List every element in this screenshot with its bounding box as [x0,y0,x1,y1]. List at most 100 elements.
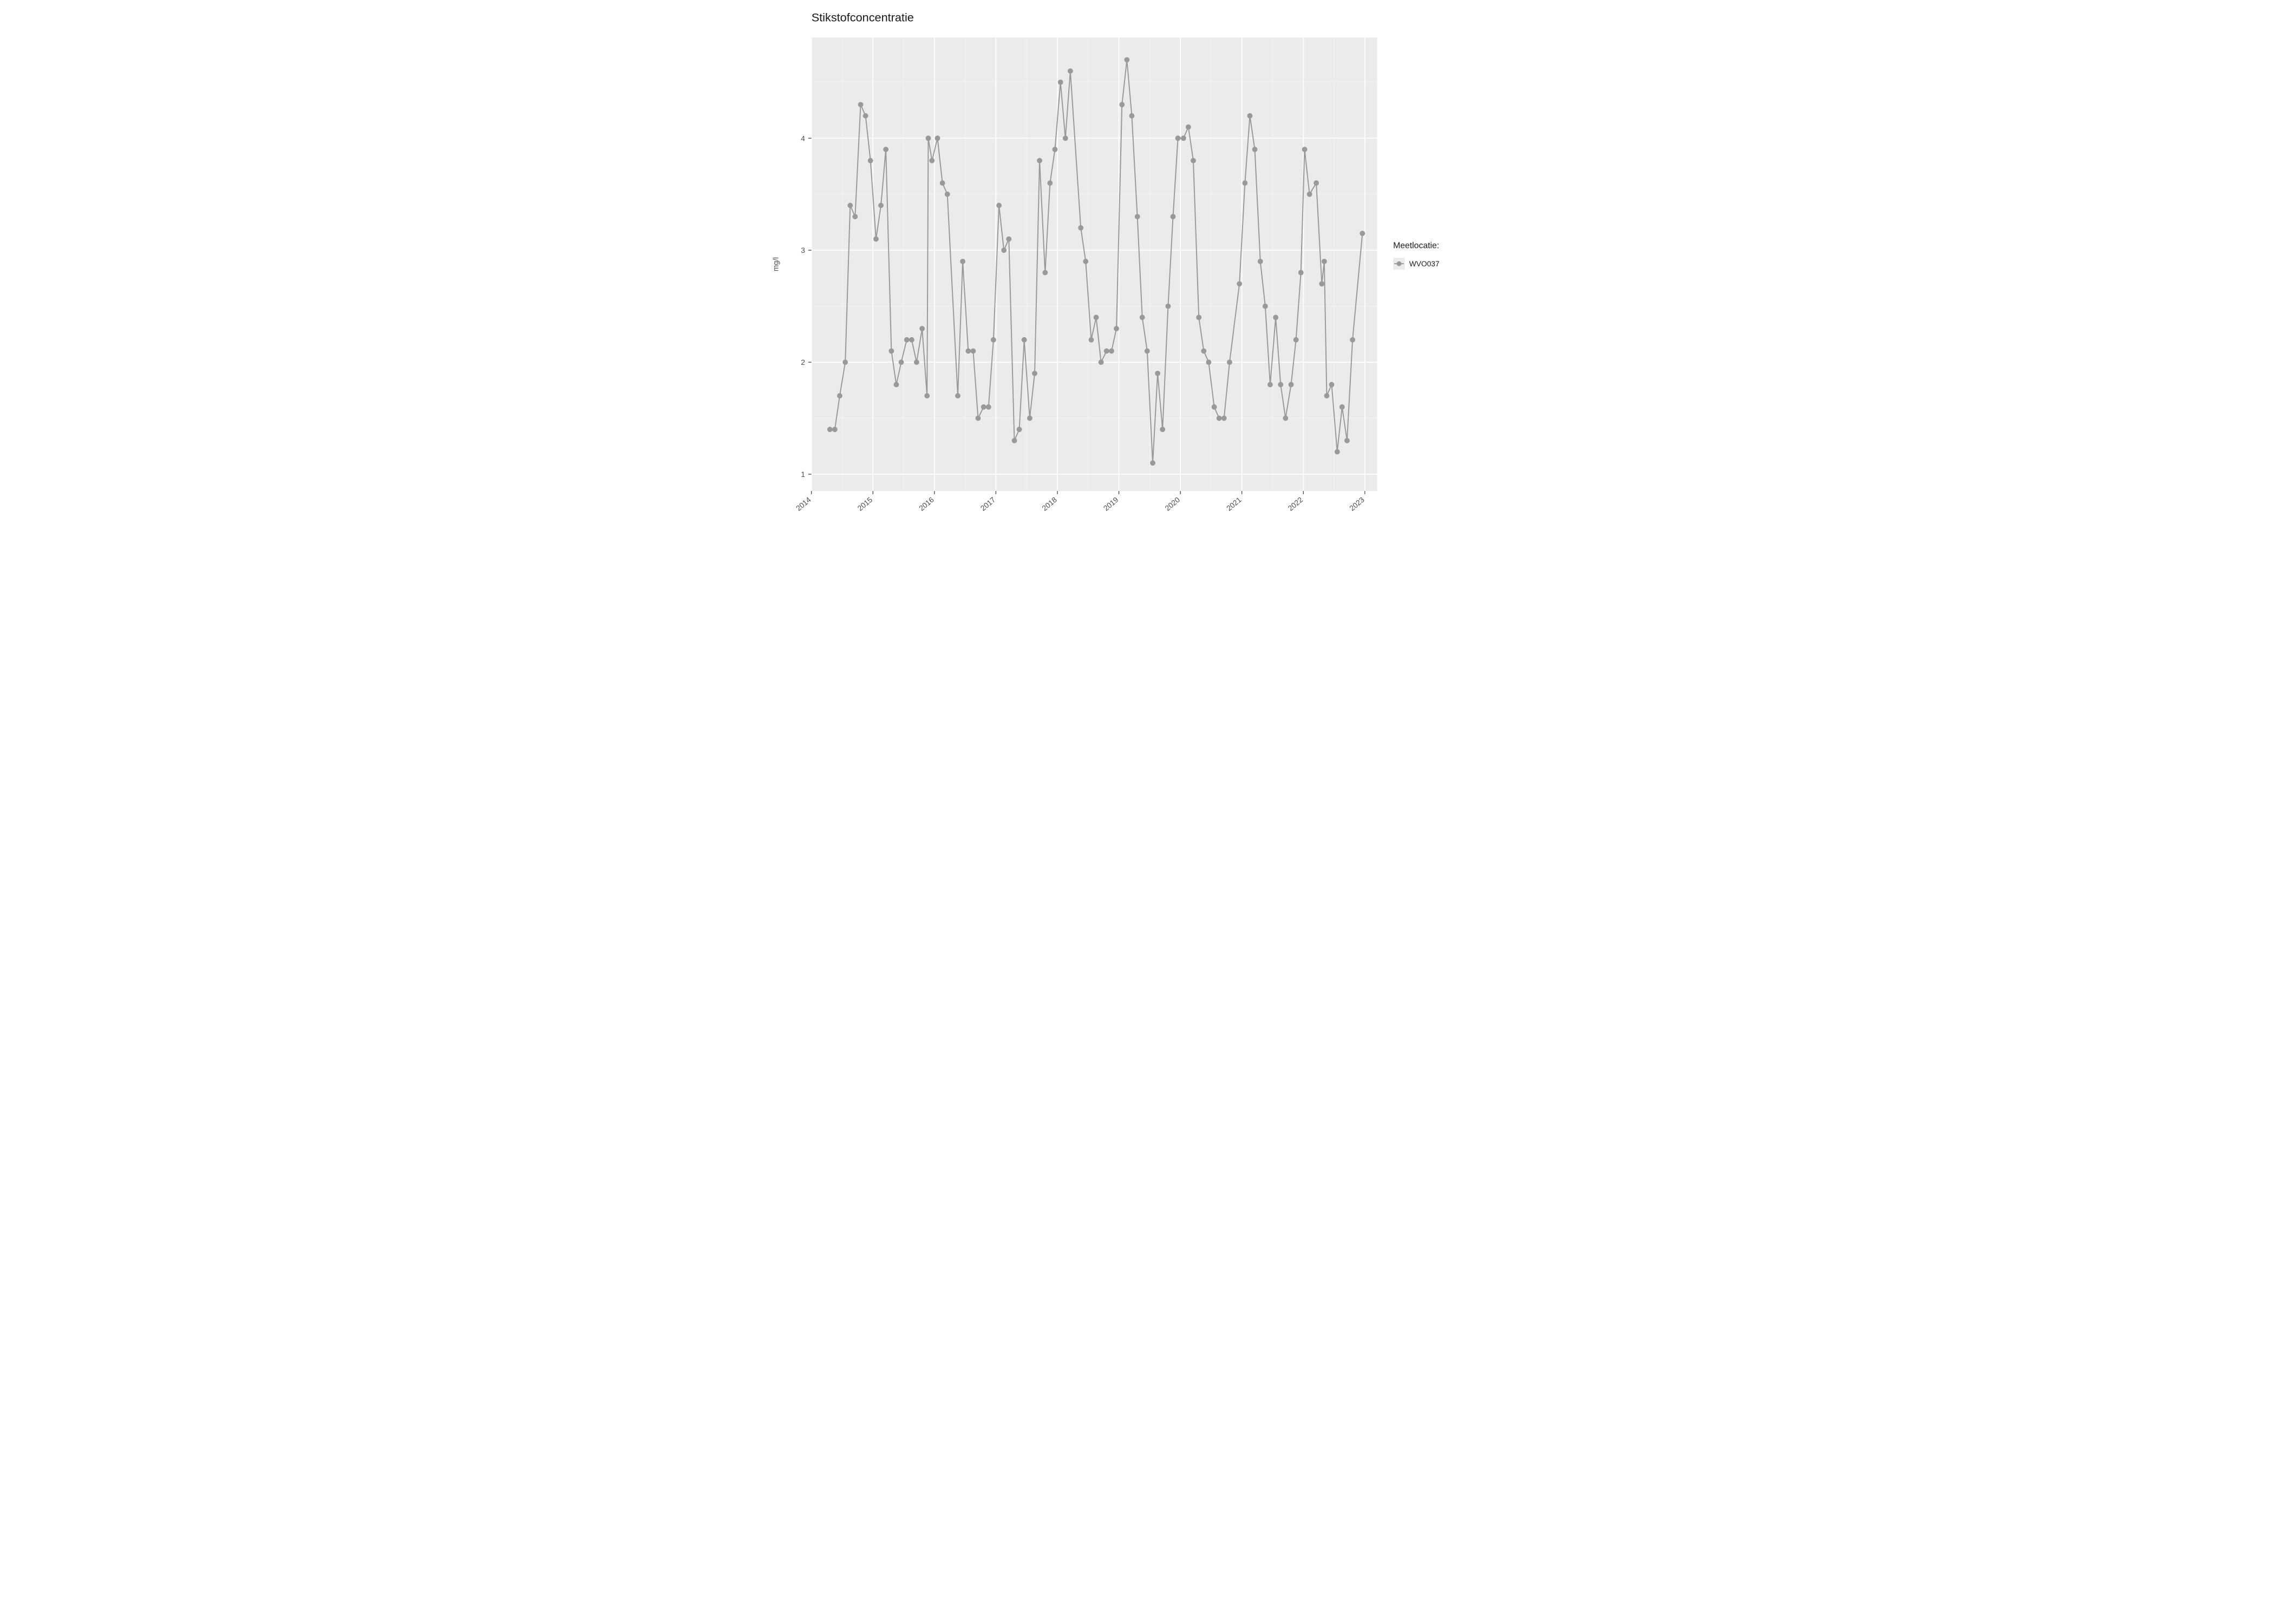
series-point [1001,247,1007,253]
series-point [1181,135,1186,141]
series-point [986,404,991,410]
series-point [904,337,910,343]
series-point [981,404,986,410]
series-point [837,393,842,398]
series-point [1150,460,1155,466]
series-point [1298,270,1304,276]
series-point [1360,231,1365,236]
series-point [1053,147,1058,152]
series-point [1302,147,1308,152]
series-point [1140,315,1145,320]
series-point [1201,348,1206,353]
x-tick-label: 2019 [1102,495,1120,512]
series-point [1094,315,1099,320]
x-tick-label: 2015 [856,495,874,512]
series-point [1012,438,1017,443]
series-point [847,203,853,208]
series-point [1339,404,1345,410]
series-point [1221,416,1227,421]
series-point [1212,404,1217,410]
legend-key-point [1397,261,1402,266]
series-point [945,192,950,197]
x-tick-label: 2020 [1164,495,1181,512]
x-tick-label: 2014 [795,495,813,512]
series-point [1119,102,1125,107]
x-tick-label: 2023 [1348,495,1366,512]
series-point [919,326,925,331]
series-point [914,359,919,365]
series-point [955,393,960,398]
series-point [970,348,976,353]
series-point [832,427,838,432]
series-point [960,259,965,264]
series-point [926,135,931,141]
series-point [1037,158,1042,163]
series-point [1083,259,1088,264]
series-point [1186,125,1191,130]
series-point [1247,113,1253,119]
series-point [1109,348,1114,353]
series-point [858,102,864,107]
series-point [894,382,899,388]
series-point [1278,382,1283,388]
series-point [1329,382,1335,388]
series-point [827,427,833,432]
series-point [1160,427,1165,432]
series-point [1227,359,1232,365]
series-point [1089,337,1094,343]
series-point [863,113,868,119]
series-point [1078,225,1083,231]
x-tick-label: 2016 [918,495,936,512]
y-tick-label: 1 [801,470,805,479]
series-point [1099,359,1104,365]
series-point [1165,304,1171,309]
series-point [1175,135,1181,141]
series-point [1006,237,1011,242]
x-tick-label: 2017 [979,496,997,513]
series-point [1047,180,1053,186]
x-tick-label: 2021 [1225,496,1243,513]
series-point [991,337,996,343]
series-point [1124,57,1129,63]
series-point [852,214,858,219]
x-tick-label: 2018 [1041,495,1058,512]
series-point [1242,180,1247,186]
series-point [1314,180,1319,186]
series-point [1104,348,1109,353]
series-point [1258,259,1263,264]
series-point [873,237,879,242]
y-tick-label: 2 [801,358,805,366]
chart-title: Stikstofconcentratie [812,11,914,24]
series-point [1171,214,1176,219]
legend-item-label: WVO037 [1409,260,1440,268]
series-point [842,359,848,365]
series-point [940,180,945,186]
x-tick-label: 2022 [1286,496,1304,513]
series-point [1017,427,1022,432]
y-tick-label: 3 [801,246,805,254]
series-point [1344,438,1350,443]
series-point [1267,382,1273,388]
series-point [1191,158,1196,163]
series-point [965,348,971,353]
series-point [1058,80,1063,85]
series-point [1324,393,1330,398]
series-point [1293,337,1299,343]
series-point [883,147,888,152]
series-point [1217,416,1222,421]
series-point [929,158,935,163]
chart-svg: Stikstofconcentratie 1234 20142015201620… [763,5,1511,539]
series-point [1196,315,1201,320]
series-point [1206,359,1211,365]
series-point [1319,281,1324,286]
series-point [899,359,904,365]
legend: Meetlocatie: WVO037 [1393,241,1439,269]
series-point [1022,337,1027,343]
series-point [1350,337,1355,343]
chart-container: Stikstofconcentratie 1234 20142015201620… [758,0,1516,545]
series-point [1252,147,1258,152]
series-point [1032,371,1037,376]
series-point [1263,304,1268,309]
series-point [924,393,930,398]
series-point [976,416,981,421]
